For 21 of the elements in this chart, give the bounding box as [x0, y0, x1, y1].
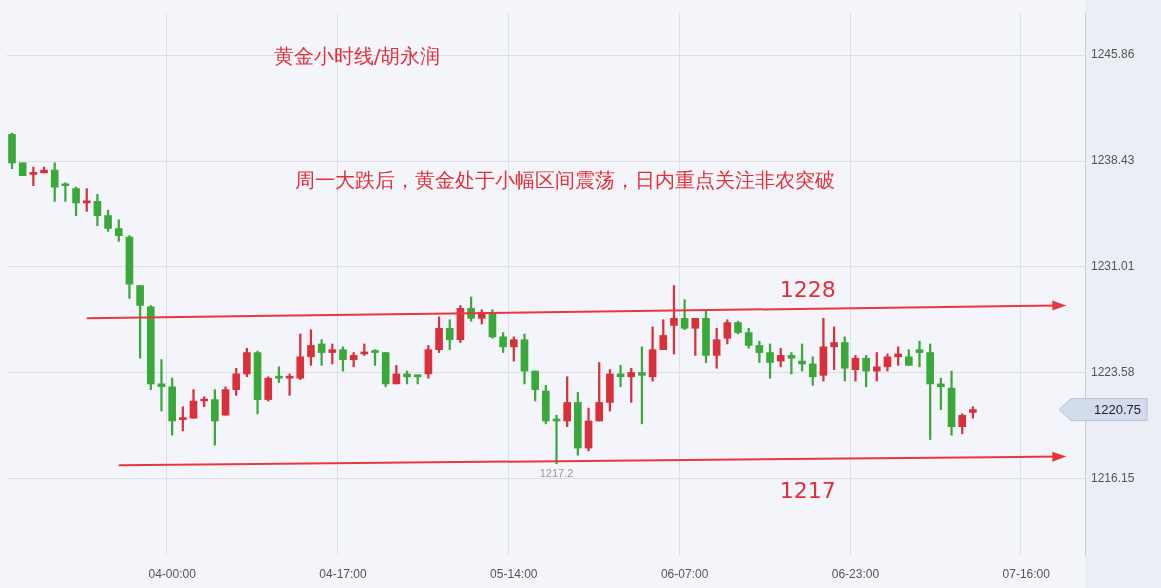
x-tick-label: 05-14:00	[490, 566, 538, 581]
annotation: 1217	[779, 477, 836, 503]
x-tick-label: 04-17:00	[319, 566, 367, 581]
x-tick-label: 06-23:00	[831, 566, 880, 581]
annotation: 1217.2	[539, 466, 574, 479]
annotation: 1228	[779, 276, 836, 302]
y-tick-label: 1231.01	[1091, 259, 1135, 274]
candlestick	[285, 373, 294, 396]
y-tick-label: 1223.58	[1091, 365, 1135, 380]
candlestick	[61, 182, 70, 202]
y-tick-label: 1238.43	[1091, 153, 1135, 168]
text: 1220.75	[1094, 402, 1141, 418]
x-tick-label: 06-07:00	[660, 566, 709, 581]
text: 黄金小时线/胡永润	[273, 44, 441, 69]
candlestick	[915, 340, 924, 368]
y-tick-label: 1245.86	[1091, 47, 1135, 62]
text: 周一大跌后，黄金处于小幅区间震荡，日内重点关注非农突破	[295, 168, 836, 193]
y-tick-label: 1216.15	[1091, 471, 1135, 486]
candlestick	[787, 352, 796, 375]
x-tick-label: 07-16:00	[1002, 566, 1051, 581]
x-tick-label: 04-00:00	[148, 566, 197, 581]
